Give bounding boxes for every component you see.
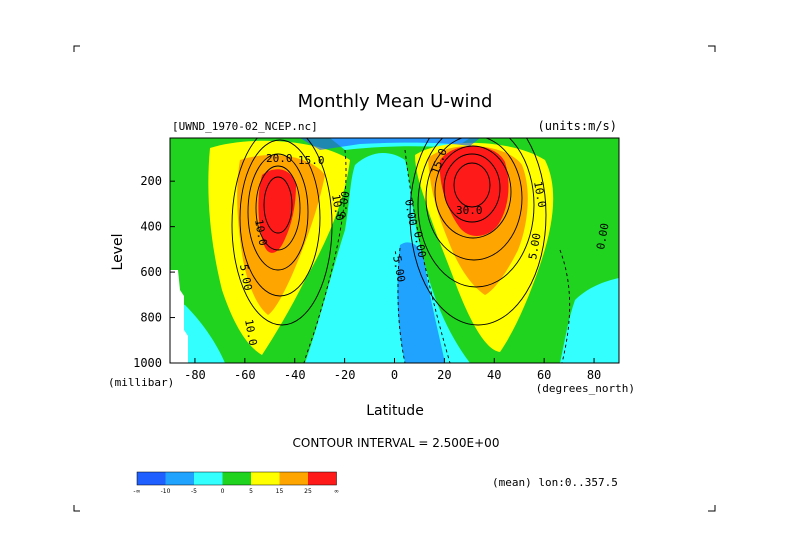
colorbar-label: -∞ <box>133 488 140 495</box>
x-tick-label: 40 <box>487 368 501 382</box>
contour-label: 0.00 <box>594 222 611 250</box>
y-axis: 200 400 600 800 1000 <box>133 174 175 370</box>
y-tick-label: 1000 <box>133 356 162 370</box>
y-tick-label: 400 <box>140 220 162 234</box>
units-label: (units:m/s) <box>538 119 617 133</box>
contour-label: 30.0 <box>456 204 483 217</box>
x-tick-label: 0 <box>391 368 398 382</box>
colorbar-swatch <box>222 472 251 485</box>
colorbar-label: ∞ <box>334 488 339 495</box>
contour-label: 5.00 <box>237 263 254 291</box>
x-axis-label: Latitude <box>366 403 424 419</box>
colorbar-label: 25 <box>304 488 312 495</box>
contour-lines <box>231 138 571 363</box>
contour-label: 10.0 <box>252 218 269 246</box>
contour-label: 10.0 <box>242 318 259 346</box>
y-tick-label: 200 <box>140 174 162 188</box>
fill-cyan-north <box>560 278 619 363</box>
x-tick-label: -60 <box>234 368 256 382</box>
contour-label: -5.00 <box>389 248 408 283</box>
y-axis-label: Level <box>110 234 126 271</box>
subset-text: (mean) lon:0..357.5 <box>492 476 618 489</box>
colorbar-label: -10 <box>161 488 171 495</box>
fill-south-red <box>258 169 296 253</box>
colorbar: -∞ -10 -5 0 5 15 25 ∞ <box>133 471 339 495</box>
colorbar-swatch <box>165 472 194 485</box>
x-tick-label: -40 <box>284 368 306 382</box>
contour-label: 5.00 <box>335 190 352 218</box>
contour-field <box>170 138 619 363</box>
colorbar-label: 15 <box>276 488 284 495</box>
crop-marks <box>73 45 716 512</box>
x-axis: -80 -60 -40 -20 0 20 40 60 80 <box>184 358 601 382</box>
x-tick-label: 80 <box>587 368 601 382</box>
colorbar-label: 5 <box>249 488 253 495</box>
y-tick-label: 800 <box>140 311 162 325</box>
colorbar-label: 0 <box>221 488 225 495</box>
colorbar-label: -5 <box>191 488 197 495</box>
contour-label: 15.0 <box>298 154 325 167</box>
contour-interval-text: CONTOUR INTERVAL = 2.500E+00 <box>293 436 500 450</box>
colorbar-swatch <box>308 472 337 485</box>
colorbar-swatch <box>194 472 223 485</box>
mask-below-ground <box>170 270 188 363</box>
contour-label: 0.00 <box>402 198 419 226</box>
fill-blue-equator <box>397 242 445 363</box>
x-tick-label: 60 <box>537 368 551 382</box>
y-tick-label: 600 <box>140 265 162 279</box>
colorbar-frame <box>136 471 337 486</box>
x-axis-units: (degrees_north) <box>536 382 635 395</box>
contour-label: 0.00 <box>411 230 428 258</box>
x-tick-label: 20 <box>437 368 451 382</box>
colorbar-swatch <box>137 472 166 485</box>
contour-label: 10.0 <box>531 180 548 208</box>
contour-label: 10.0 <box>329 193 346 221</box>
colorbar-swatch <box>251 472 280 485</box>
x-tick-label: -20 <box>334 368 356 382</box>
dataset-label: [UWND_1970-02_NCEP.nc] <box>172 120 318 133</box>
fill-north-red <box>439 145 509 236</box>
contour-label: 20.0 <box>266 152 293 165</box>
contour-label: 5.00 <box>526 232 543 260</box>
contour-labels: 20.0 15.0 10.0 5.00 0.00 -5.00 0.00 5.00… <box>237 147 612 347</box>
chart-title: Monthly Mean U-wind <box>298 91 493 112</box>
colorbar-swatch <box>279 472 308 485</box>
x-tick-label: -80 <box>184 368 206 382</box>
y-axis-units: (millibar) <box>108 376 174 389</box>
fill-top-band <box>300 138 480 150</box>
